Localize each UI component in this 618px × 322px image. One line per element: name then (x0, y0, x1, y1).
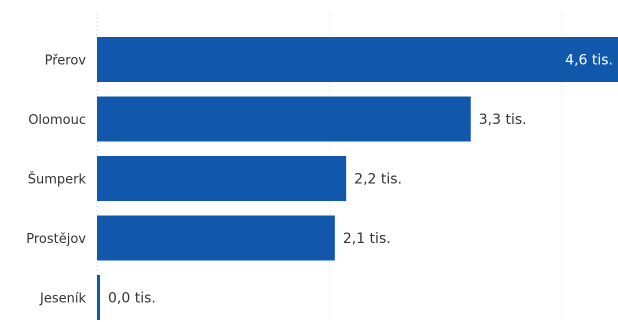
value-labels: 4,6 tis. 3,3 tis. 2,2 tis. 2,1 tis. 0,0 tis. (108, 53, 613, 307)
category-label: Prostějov (26, 232, 86, 247)
value-label: 3,3 tis. (479, 112, 527, 128)
bar[interactable] (97, 96, 471, 142)
bar[interactable] (97, 215, 335, 261)
bar[interactable] (97, 156, 347, 201)
bar[interactable] (97, 275, 100, 320)
value-label: 4,6 tis. (565, 53, 613, 69)
bar[interactable] (97, 37, 618, 82)
value-label: 2,1 tis. (343, 231, 391, 247)
category-label: Přerov (45, 54, 87, 69)
bars (97, 37, 618, 320)
value-label: 2,2 tis. (354, 172, 402, 188)
category-label: Olomouc (28, 113, 86, 128)
value-label: 0,0 tis. (108, 291, 156, 307)
gridlines (96, 14, 563, 322)
category-label: Šumperk (28, 172, 87, 188)
category-label: Jeseník (39, 292, 86, 307)
category-labels: Přerov Olomouc Šumperk Prostějov Jeseník (26, 54, 86, 307)
